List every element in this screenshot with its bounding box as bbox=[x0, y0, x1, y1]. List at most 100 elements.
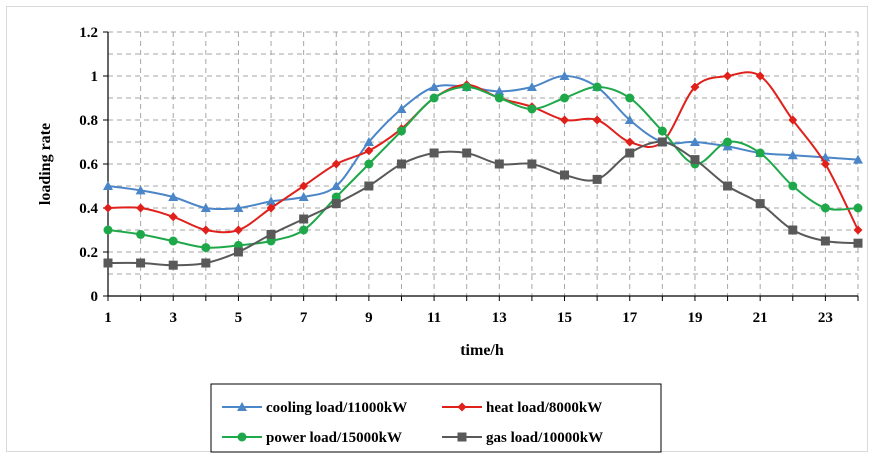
x-tick-label: 17 bbox=[622, 310, 638, 326]
data-point bbox=[168, 260, 178, 270]
legend-label: cooling load/11000kW bbox=[266, 400, 407, 416]
data-point bbox=[625, 93, 635, 103]
data-point bbox=[396, 159, 406, 169]
data-point bbox=[136, 258, 146, 268]
x-tick-label: 23 bbox=[818, 310, 833, 326]
data-point bbox=[266, 229, 276, 239]
data-point bbox=[331, 199, 341, 209]
x-tick-label: 21 bbox=[753, 310, 768, 326]
legend-label: gas load/10000kW bbox=[486, 430, 603, 446]
data-point bbox=[364, 181, 374, 191]
data-point bbox=[853, 203, 863, 213]
legend-label: heat load/8000kW bbox=[486, 400, 602, 416]
data-point bbox=[201, 258, 211, 268]
data-point bbox=[103, 225, 113, 235]
legend-item: power load/15000kW bbox=[222, 430, 402, 446]
series-gas-load bbox=[103, 137, 863, 270]
legend-label: power load/15000kW bbox=[266, 430, 402, 446]
data-point bbox=[396, 126, 406, 136]
data-point bbox=[625, 148, 635, 158]
data-point bbox=[494, 159, 504, 169]
data-point bbox=[363, 137, 374, 146]
data-point bbox=[103, 258, 113, 268]
data-point bbox=[560, 93, 570, 103]
x-tick-label: 9 bbox=[365, 310, 373, 326]
data-point bbox=[364, 159, 374, 169]
data-point bbox=[462, 82, 472, 92]
data-point bbox=[168, 192, 179, 201]
data-point bbox=[201, 243, 211, 253]
data-point bbox=[788, 115, 798, 125]
data-point bbox=[233, 225, 243, 235]
legend-item: cooling load/11000kW bbox=[222, 400, 407, 416]
data-point bbox=[168, 236, 178, 246]
data-point bbox=[429, 148, 439, 158]
data-point bbox=[624, 115, 635, 124]
data-point bbox=[690, 82, 700, 92]
x-tick-label: 19 bbox=[687, 310, 702, 326]
data-point bbox=[103, 203, 113, 213]
data-point bbox=[237, 432, 247, 442]
data-point bbox=[755, 148, 765, 158]
data-point bbox=[755, 71, 765, 81]
data-point bbox=[527, 104, 537, 114]
data-point bbox=[787, 150, 798, 160]
data-point bbox=[299, 181, 309, 191]
data-point bbox=[233, 203, 244, 212]
data-point bbox=[625, 137, 635, 147]
data-point bbox=[331, 159, 341, 169]
y-tick-label: 0.2 bbox=[79, 245, 98, 261]
data-point bbox=[788, 225, 798, 235]
x-tick-label: 15 bbox=[557, 310, 572, 326]
x-tick-label: 13 bbox=[492, 310, 507, 326]
data-point bbox=[723, 181, 733, 191]
x-tick-label: 11 bbox=[427, 310, 441, 326]
data-point bbox=[462, 148, 472, 158]
data-point bbox=[364, 146, 374, 156]
y-tick-label: 0.4 bbox=[79, 201, 98, 217]
data-point bbox=[299, 225, 309, 235]
data-point bbox=[755, 199, 765, 209]
y-axis-label: loading rate bbox=[37, 123, 54, 205]
data-point bbox=[135, 185, 146, 195]
data-point bbox=[657, 137, 667, 147]
data-point bbox=[237, 402, 247, 411]
data-point bbox=[429, 93, 439, 103]
y-tick-label: 0.6 bbox=[79, 157, 98, 173]
data-point bbox=[689, 137, 700, 146]
data-point bbox=[723, 137, 733, 147]
data-point bbox=[657, 126, 667, 136]
data-point bbox=[494, 86, 505, 96]
x-axis-label: time/h bbox=[460, 342, 504, 359]
legend-box bbox=[210, 383, 662, 453]
data-point bbox=[853, 154, 863, 164]
data-point bbox=[559, 71, 570, 80]
data-point bbox=[200, 203, 211, 212]
data-point bbox=[457, 402, 467, 412]
x-tick-labels: 1 3 5 7 9 11 13 15 17 19 21 23 bbox=[104, 310, 833, 326]
y-tick-label: 0.8 bbox=[79, 113, 98, 129]
grid-lines bbox=[108, 31, 859, 296]
data-point bbox=[853, 238, 863, 248]
series-power-load bbox=[103, 82, 863, 253]
data-point bbox=[527, 159, 537, 169]
data-point bbox=[298, 192, 309, 201]
data-point bbox=[457, 432, 467, 442]
y-tick-label: 1 bbox=[91, 69, 99, 85]
y-tick-labels: 0 0.2 0.4 0.6 0.8 1 1.2 bbox=[79, 25, 98, 305]
data-point bbox=[136, 229, 146, 239]
x-tick-label: 3 bbox=[169, 310, 177, 326]
data-point bbox=[136, 203, 146, 213]
data-point bbox=[592, 174, 602, 184]
data-point bbox=[820, 159, 830, 169]
data-point bbox=[396, 104, 407, 113]
series-lines bbox=[103, 71, 863, 270]
x-tick-label: 7 bbox=[300, 310, 308, 326]
data-point bbox=[526, 82, 537, 91]
data-point bbox=[723, 71, 733, 81]
series-heat-load bbox=[103, 71, 863, 235]
data-point bbox=[429, 82, 440, 91]
data-point bbox=[560, 170, 570, 180]
legend: cooling load/11000kW heat load/8000kW powe… bbox=[222, 400, 603, 446]
